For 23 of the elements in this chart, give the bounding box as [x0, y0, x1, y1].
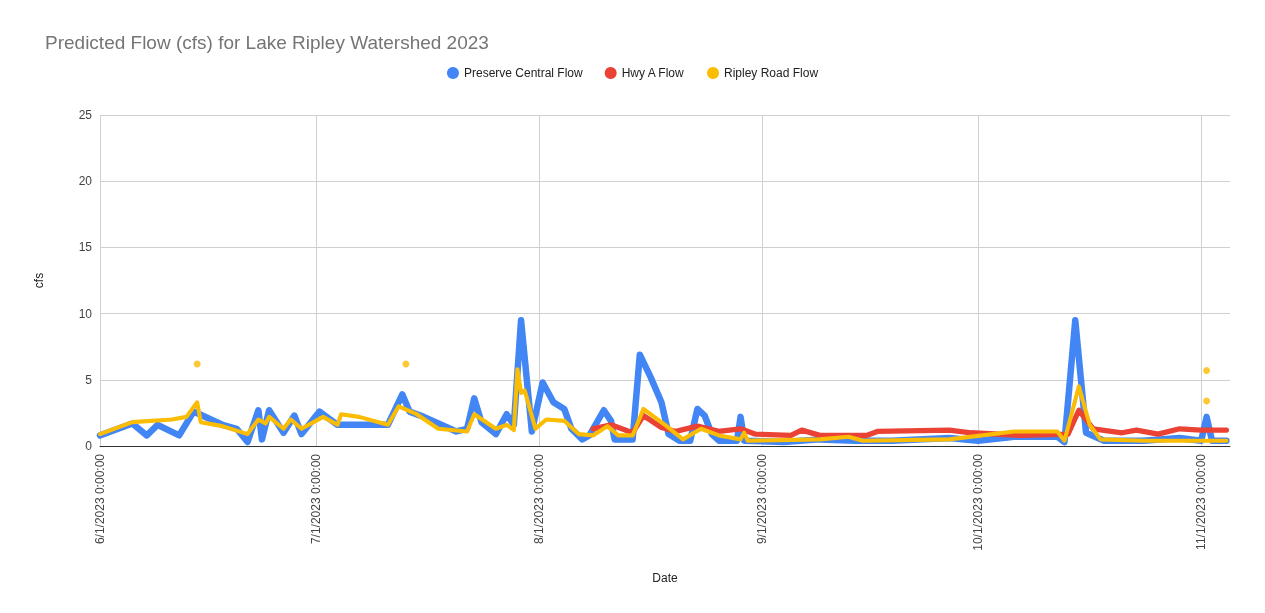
- legend-label: Ripley Road Flow: [724, 66, 819, 80]
- y-tick-label: 0: [85, 439, 93, 453]
- point: [1203, 367, 1211, 375]
- y-tick-label: 25: [78, 108, 93, 122]
- y-tick-label: 15: [78, 240, 93, 255]
- point: [402, 360, 410, 368]
- x-tick-label: 9/1/2023 0:00:00: [755, 453, 770, 545]
- x-tick-label: 10/1/2023 0:00:00: [971, 453, 986, 551]
- y-axis-title: cfs: [32, 272, 46, 289]
- line-series: [97, 367, 1229, 443]
- point: [1203, 397, 1211, 405]
- y-tick-label: 5: [85, 372, 93, 387]
- y-tick-label: 20: [78, 174, 93, 189]
- y-tick-label: 10: [78, 306, 93, 321]
- x-axis-title: Date: [652, 571, 678, 585]
- x-tick-label: 6/1/2023 0:00:00: [93, 453, 107, 545]
- legend-label: Preserve Central Flow: [463, 66, 583, 80]
- chart-title: Predicted Flow (cfs) for Lake Ripley Watershed 2023: [45, 32, 489, 53]
- x-tick-label: 7/1/2023 0:00:00: [308, 453, 323, 545]
- x-tick-label: 8/1/2023 0:00:00: [532, 453, 547, 545]
- point: [193, 360, 201, 368]
- legend-label: Hwy A Flow: [621, 66, 685, 80]
- x-tick-label: 11/1/2023 0:00:00: [1194, 453, 1209, 550]
